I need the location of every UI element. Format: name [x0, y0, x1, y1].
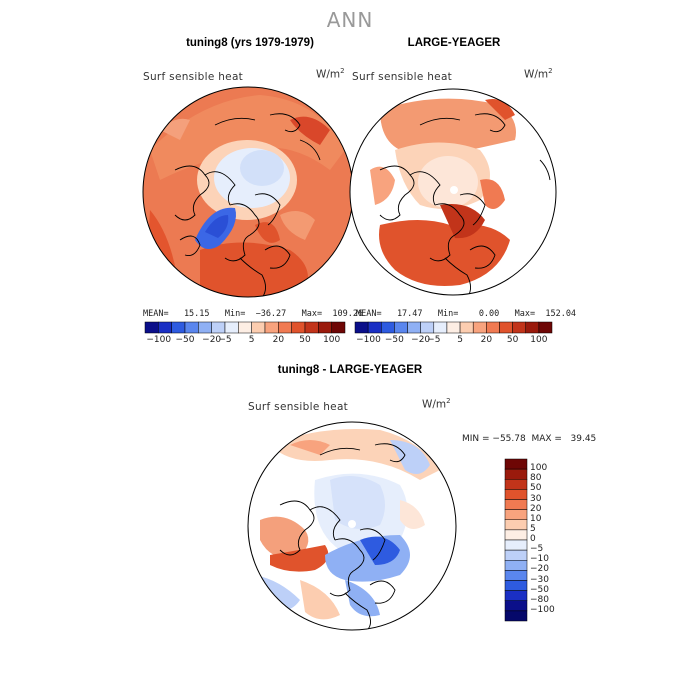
colorbar-diff-tick-label: 0 [530, 534, 536, 544]
panel1-variable: Surf sensible heat [143, 71, 244, 83]
colorbar-diff-swatch [504, 560, 528, 571]
colorbar-diff-tick-label: 100 [530, 463, 548, 474]
colorbar-panel2-tick-label: −100 [356, 335, 381, 345]
colorbar-diff-swatch [504, 549, 528, 561]
panel2-variable: Surf sensible heat [352, 71, 453, 83]
colorbar-panel1-swatch [331, 321, 346, 334]
colorbar-diff-tick-label: 20 [530, 503, 542, 514]
colorbar-diff-swatch [504, 570, 528, 581]
panel1-title: tuning8 (yrs 1979-1979) [186, 37, 314, 49]
colorbar-diff-swatch [504, 479, 528, 490]
colorbar-diff-swatch [504, 580, 528, 591]
colorbar-panel2-tick-label: −5 [427, 335, 441, 345]
colorbar-diff-tick-label: 80 [530, 473, 542, 484]
panel2-border [349, 88, 557, 296]
panel3-coastlines [279, 443, 406, 630]
colorbar-panel1-tick-label: −50 [175, 335, 195, 345]
panel2-coastlines [379, 113, 551, 295]
colorbar-diff-tick-label: −5 [530, 544, 544, 555]
colorbar-diff-swatch [504, 468, 528, 480]
colorbar-diff-swatch [504, 600, 528, 612]
panel1-units: W/m2 [316, 67, 345, 81]
colorbar-panel2-swatch [538, 321, 553, 334]
colorbar-panel2-tick-label: 50 [506, 335, 519, 345]
panel2-title: LARGE-YEAGER [407, 37, 501, 49]
colorbar-diff-tick-label: 30 [530, 493, 542, 504]
panel2-stats: MEAN= 17.47 Min= 0.00 Max= 152.04 [356, 309, 577, 319]
colorbar-diff-tick-label: −50 [530, 584, 549, 595]
colorbar-panel1-tick-label: 20 [272, 335, 285, 345]
colorbar-diff-tick-label: −20 [530, 564, 549, 575]
colorbar-diff-tick-label: −30 [530, 574, 549, 585]
panel3-field [248, 422, 456, 630]
colorbar-diff-swatch [504, 590, 528, 601]
colorbar-panel1-tick-label: 50 [299, 335, 311, 345]
colorbar-diff-swatch [504, 519, 528, 531]
colorbar-panel1-tick-label: −100 [146, 335, 172, 345]
colorbar-panel1-tick-label: 5 [248, 335, 255, 345]
panel3-border [247, 421, 457, 631]
colorbar-panel2-tick-label: 20 [480, 335, 493, 345]
colorbar-diff-swatch [504, 509, 528, 520]
panel2-field [350, 89, 556, 295]
colorbar-diff-tick-label: 5 [530, 523, 536, 534]
colorbar-panel1-tick-label: −20 [202, 335, 222, 345]
colorbar-diff-tick-label: 10 [530, 513, 542, 524]
colorbar-diff-tick-label: −80 [530, 594, 549, 605]
colorbar-diff-swatch [504, 529, 528, 541]
colorbar-diff-swatch [504, 489, 528, 500]
colorbar-panel2-tick-label: 5 [457, 335, 463, 345]
colorbar-panel2-tick-label: 100 [530, 335, 548, 345]
colorbar-diff-tick-label: −10 [530, 554, 549, 565]
colorbar-diff-tick-label: 50 [530, 483, 542, 494]
panel1-coastlines [174, 113, 321, 297]
colorbar-diff-swatch [504, 458, 528, 470]
colorbar-panel2-tick-label: −20 [411, 335, 431, 345]
colorbar-diff-swatch [504, 610, 528, 622]
panel1-stats: MEAN= 15.15 Min= −36.27 Max= 109.26 [143, 309, 364, 319]
colorbar-diff-swatch [504, 539, 528, 551]
panel3-units: W/m2 [422, 397, 451, 411]
figure-title: ANN [326, 8, 374, 32]
panel3-title: tuning8 - LARGE-YEAGER [277, 364, 423, 376]
colorbar-diff-tick-label: −100 [530, 604, 555, 615]
panel2-units: W/m2 [524, 67, 553, 81]
panel3-variable: Surf sensible heat [248, 401, 349, 413]
colorbar-panel2-tick-label: −50 [384, 335, 404, 345]
colorbar-panel1-tick-label: 100 [323, 335, 341, 345]
colorbar-diff-swatch [504, 499, 528, 510]
colorbar-panel1-tick-label: −5 [218, 335, 232, 345]
panel3-stats: MIN = −55.78 MAX = 39.45 [462, 434, 597, 444]
